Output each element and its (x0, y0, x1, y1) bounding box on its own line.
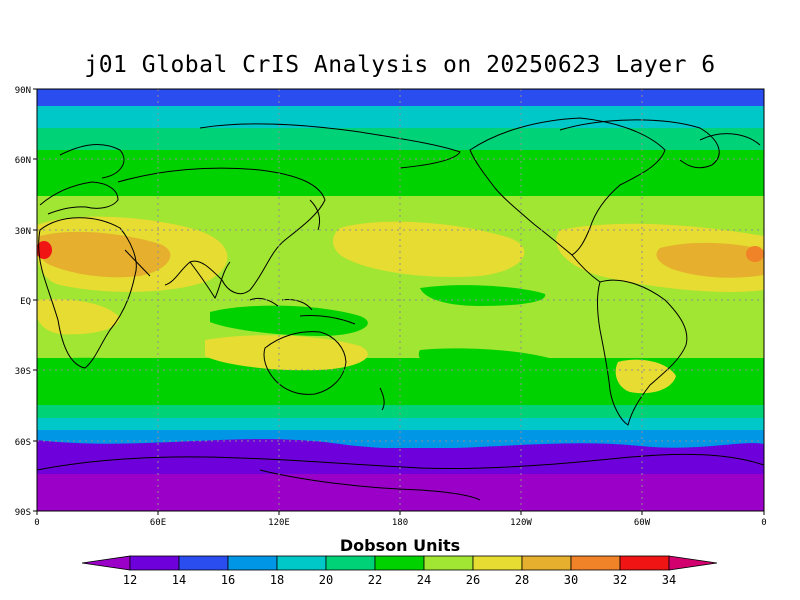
colorbar-tick-label: 22 (368, 573, 382, 587)
ozone-contour-region (37, 198, 764, 214)
colorbar-tick-label: 14 (172, 573, 186, 587)
ozone-contour-region (210, 305, 368, 336)
ozone-contour-region (37, 241, 52, 259)
colorbar-swatch (423, 555, 474, 571)
colorbar-tick-label: 12 (123, 573, 137, 587)
ozone-contour-region (420, 285, 546, 306)
lon-label-60e: 60E (150, 518, 166, 528)
lon-label-0-right: 0 (761, 518, 766, 528)
coastlines (37, 117, 764, 501)
ozone-contour-region (37, 357, 764, 380)
colorbar-swatch (129, 555, 180, 571)
ozone-contour-region (205, 335, 368, 371)
colorbar-tick-label: 26 (466, 573, 480, 587)
lat-label-60s: 60S (15, 438, 31, 448)
colorbar-tick-label: 28 (515, 573, 529, 587)
lat-label-90n: 90N (15, 86, 31, 96)
colorbar-swatch (521, 555, 572, 571)
lat-label-30n: 30N (15, 227, 31, 237)
colorbar-swatch (619, 555, 670, 571)
ozone-contour-region (656, 242, 764, 278)
colorbar-high-triangle (668, 555, 718, 571)
colorbar-swatch (374, 555, 425, 571)
colorbar-swatch (325, 555, 376, 571)
colorbar-swatch (178, 555, 229, 571)
lat-label-90s: 90S (15, 508, 31, 518)
colorbar-swatch (276, 555, 327, 571)
colorbar-swatch (570, 555, 621, 571)
ozone-contour-region (418, 348, 560, 375)
lat-label-30s: 30S (15, 367, 31, 377)
graticule (37, 89, 764, 511)
colorbar: 12 14 16 18 20 22 24 26 28 30 32 34 (81, 555, 718, 587)
colorbar-tick-label: 34 (662, 573, 676, 587)
map-title: j01 Global CrIS Analysis on 20250623 Lay… (84, 52, 716, 78)
ozone-contour-region (333, 221, 525, 278)
lon-label-0-left: 0 (34, 518, 39, 528)
colorbar-tick-label: 16 (221, 573, 235, 587)
colorbar-swatch (227, 555, 278, 571)
ozone-contour-region (37, 89, 764, 109)
colorbar-low-triangle (81, 555, 131, 571)
colorbar-tick-label: 20 (319, 573, 333, 587)
lon-label-180: 180 (392, 518, 408, 528)
lat-label-eq: EQ (20, 297, 31, 307)
ozone-contour-region (746, 246, 764, 262)
colorbar-tick-label: 24 (417, 573, 431, 587)
lat-label-60n: 60N (15, 156, 31, 166)
colorbar-label: Dobson Units (339, 536, 461, 555)
colorbar-tick-label: 18 (270, 573, 284, 587)
lon-label-120e: 120E (268, 518, 290, 528)
ozone-contour-region (38, 231, 171, 278)
lon-label-60w: 60W (634, 518, 651, 528)
colorbar-tick-label: 32 (613, 573, 627, 587)
ozone-contour-region (615, 359, 676, 394)
lon-label-120w: 120W (510, 518, 532, 528)
colorbar-swatch (472, 555, 523, 571)
colorbar-tick-label: 30 (564, 573, 578, 587)
ozone-contour-region (37, 298, 120, 335)
